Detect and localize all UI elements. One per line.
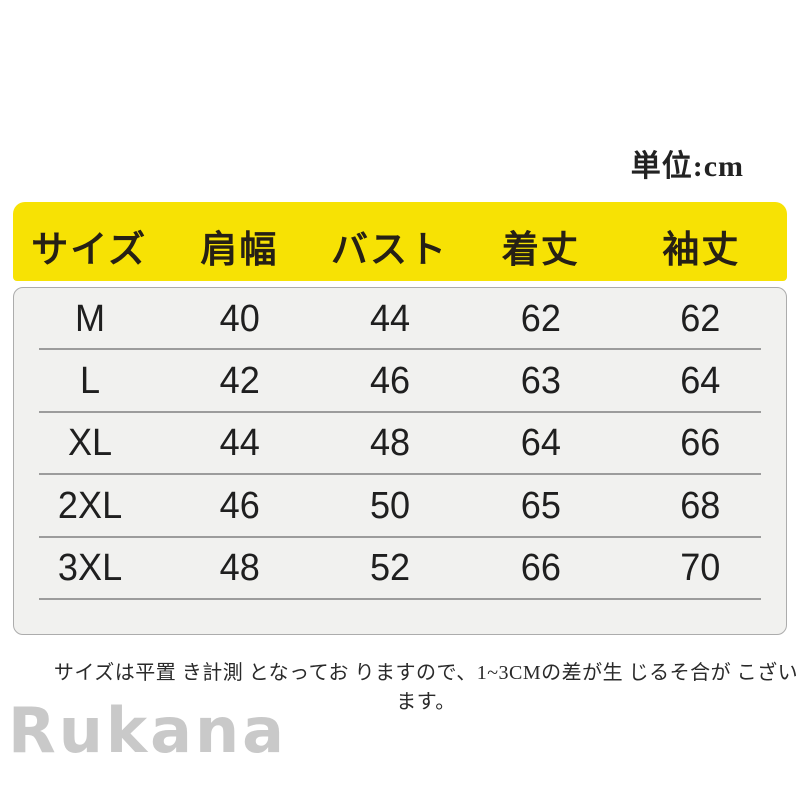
sleeve-cell: 68 <box>680 484 721 527</box>
table-row-m: M 40 44 62 62 <box>14 288 786 351</box>
length-cell: 62 <box>520 297 561 340</box>
shoulder-cell: 46 <box>219 484 260 527</box>
shoulder-cell: 48 <box>219 547 260 590</box>
bust-cell: 44 <box>369 297 410 340</box>
column-header-length: 着丈 <box>501 229 580 271</box>
size-chart-body: M 40 44 62 62 L 42 46 63 64 XL 44 48 64 … <box>13 287 787 635</box>
column-header-size: サイズ <box>31 229 148 271</box>
size-cell: 2XL <box>57 484 123 527</box>
unit-label: 単位:cm <box>630 150 744 183</box>
table-row-3xl: 3XL 48 52 66 70 <box>14 538 786 601</box>
length-cell: 66 <box>520 547 561 590</box>
column-header-shoulder: 肩幅 <box>200 229 279 271</box>
size-cell: XL <box>67 422 113 465</box>
sleeve-cell: 66 <box>680 422 721 465</box>
table-row-2xl: 2XL 46 50 65 68 <box>14 475 786 538</box>
length-cell: 65 <box>520 484 561 527</box>
bust-cell: 52 <box>369 547 410 590</box>
column-header-sleeve: 袖丈 <box>662 229 741 271</box>
size-cell: M <box>74 297 106 340</box>
brand-watermark: Rukana <box>8 694 287 767</box>
table-row-l: L 42 46 63 64 <box>14 350 786 414</box>
length-cell: 64 <box>520 422 561 465</box>
length-cell: 63 <box>520 360 561 403</box>
sleeve-cell: 64 <box>680 360 721 403</box>
shoulder-cell: 44 <box>219 422 260 465</box>
size-chart-card: サイズ 肩幅 バスト 着丈 袖丈 M 40 44 62 62 L 42 46 6… <box>13 202 787 635</box>
measurement-note: サイズは平置 き計測 となってお りますので、1~3CMの差が生 じるそ合が こ… <box>53 662 799 713</box>
table-row-xl: XL 44 48 64 66 <box>14 413 786 476</box>
shoulder-cell: 42 <box>219 360 260 403</box>
bust-cell: 50 <box>369 484 410 527</box>
size-chart-header-row: サイズ 肩幅 バスト 着丈 袖丈 <box>13 202 787 281</box>
column-header-bust: バスト <box>331 229 449 271</box>
shoulder-cell: 40 <box>219 297 260 340</box>
bust-cell: 48 <box>369 422 410 465</box>
sleeve-cell: 62 <box>680 297 721 340</box>
size-cell: L <box>79 360 101 403</box>
size-cell: 3XL <box>57 547 123 590</box>
sleeve-cell: 70 <box>680 547 721 590</box>
bust-cell: 46 <box>369 360 410 403</box>
